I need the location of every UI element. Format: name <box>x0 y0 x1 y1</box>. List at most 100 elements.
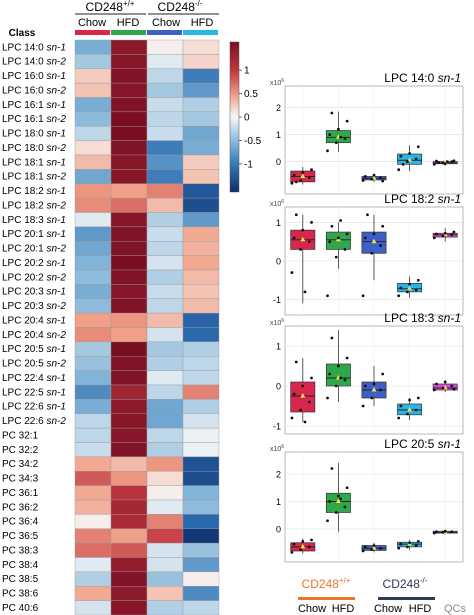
heatmap-row: PC 36:5 <box>2 528 220 544</box>
heatmap-cell <box>110 471 148 486</box>
data-point <box>399 542 403 546</box>
mean-marker <box>335 498 341 503</box>
legend-bar-group2 <box>378 597 435 600</box>
data-point <box>339 135 342 139</box>
heatmap-cell <box>110 557 148 573</box>
mean-marker <box>371 238 377 244</box>
row-label: LPC 20:5 sn-2 <box>2 359 66 370</box>
box-4 <box>397 396 423 420</box>
heatmap-cell <box>146 370 184 386</box>
heatmap-cell <box>146 226 184 242</box>
box-5 <box>432 159 458 166</box>
heatmap-cell <box>110 82 148 98</box>
row-label: PC 38:5 <box>2 574 39 585</box>
data-point <box>303 290 307 294</box>
data-point <box>443 162 447 166</box>
heatmap-cell <box>146 442 184 458</box>
data-point <box>379 176 382 180</box>
heatmap-cell <box>146 600 184 615</box>
legend-hfd-2: HFD <box>409 603 432 615</box>
heatmap-cell <box>146 341 184 357</box>
row-label: LPC 22:4 sn-1 <box>2 373 66 384</box>
data-point <box>414 544 418 547</box>
heatmap-cell <box>110 485 148 501</box>
heatmap-cell <box>182 169 220 184</box>
heatmap-cell <box>110 327 148 343</box>
row-label: PC 38:3 <box>2 545 39 556</box>
data-point <box>339 497 342 501</box>
y-tick-label: 1 <box>276 342 281 352</box>
heatmap-cell <box>110 97 148 113</box>
data-point <box>379 546 382 550</box>
heatmap-cell <box>146 68 184 84</box>
data-point <box>443 380 447 384</box>
data-point <box>414 157 418 161</box>
data-point <box>370 251 374 255</box>
heatmap-cell <box>146 471 184 486</box>
group-color-2 <box>111 30 146 35</box>
heatmap-cell <box>110 140 148 156</box>
heatmap-cell <box>74 140 112 156</box>
data-point <box>370 177 374 181</box>
row-label: LPC 16:0 sn-2 <box>2 85 66 96</box>
row-label: PC 38:6 <box>2 589 39 600</box>
data-point <box>381 179 385 183</box>
heatmap-cell <box>110 312 148 328</box>
row-label: PC 32:2 <box>2 445 39 456</box>
colorbar-tick-label: 0.5 <box>244 89 258 100</box>
row-label: LPC 18:1 sn-2 <box>2 172 66 183</box>
data-point <box>397 294 401 298</box>
data-point <box>432 531 436 535</box>
row-label: LPC 20:2 sn-2 <box>2 272 66 283</box>
heatmap-cell <box>74 499 112 515</box>
heatmap-cell <box>146 327 184 343</box>
heatmap-cell <box>110 298 148 314</box>
heatmap-cell <box>146 571 184 587</box>
data-point <box>294 360 298 364</box>
heatmap-cell <box>146 269 184 285</box>
heatmap-cell <box>74 485 112 501</box>
heatmap-cell <box>74 255 112 271</box>
data-point <box>307 400 311 404</box>
heatmap-cell <box>182 370 220 386</box>
data-point <box>328 372 332 376</box>
panel-title: LPC 18:3 sn-1 <box>384 311 461 325</box>
row-label: LPC 20:2 sn-1 <box>2 258 66 269</box>
data-point <box>399 286 403 290</box>
heatmap-cell <box>110 183 148 199</box>
heatmap-cell <box>146 557 184 573</box>
data-point <box>328 240 332 244</box>
box-3 <box>361 173 387 183</box>
heatmap-cell <box>146 241 184 256</box>
box-2 <box>325 330 351 402</box>
heatmap-cell <box>110 356 148 371</box>
data-point <box>337 127 340 131</box>
data-point <box>290 550 294 554</box>
data-point <box>345 356 349 360</box>
data-point <box>361 404 365 408</box>
data-point <box>334 255 338 259</box>
colorbar-ticks: 1 0.5 0 -0.5 -1 <box>239 66 262 170</box>
heatmap-cell <box>146 356 184 371</box>
box-4 <box>397 276 423 298</box>
heatmap-cell <box>146 39 184 55</box>
heatmap-row: LPC 16:0 sn-1 <box>2 68 220 84</box>
heatmap-cell <box>110 241 148 256</box>
data-point <box>408 398 411 402</box>
box-3 <box>361 213 387 298</box>
heatmap-cell <box>182 54 220 69</box>
heatmap-cell <box>182 456 220 472</box>
heatmap-cell <box>182 327 220 343</box>
data-point <box>299 179 303 182</box>
data-point <box>397 416 401 420</box>
heatmap-row: LPC 14:0 sn-1 <box>2 39 220 55</box>
heatmap-row: LPC 16:1 sn-1 <box>2 97 220 113</box>
box-3 <box>361 366 387 408</box>
heatmap-cell <box>110 542 148 558</box>
data-point <box>334 511 338 514</box>
data-point <box>294 213 298 217</box>
heatmap-row: LPC 18:1 sn-2 <box>2 169 220 184</box>
heatmap-cell <box>182 241 220 256</box>
y-tick-label: 1 <box>276 497 281 507</box>
heatmap-row: PC 34:3 <box>2 471 220 486</box>
